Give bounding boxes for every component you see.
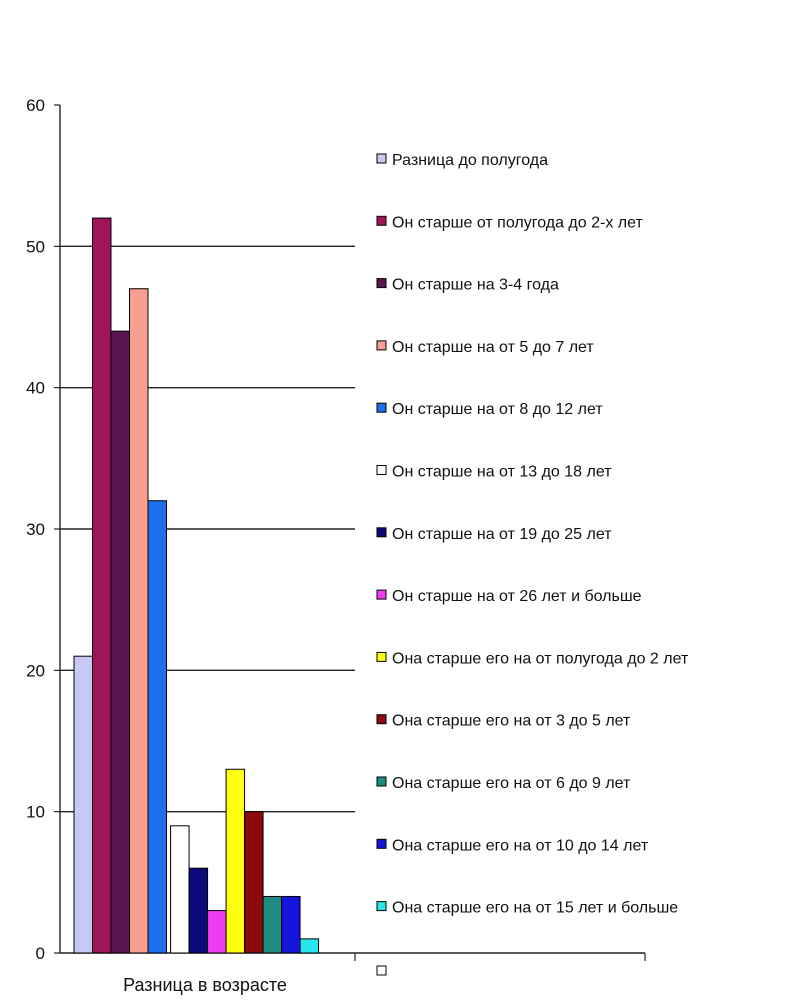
bar-series-12 xyxy=(281,895,301,954)
legend-swatch-9 xyxy=(376,651,387,662)
legend-swatch-1 xyxy=(376,153,387,164)
bar-series-4 xyxy=(129,288,149,954)
bar-series-13 xyxy=(299,938,320,954)
legend-label-4: Он старше на от 5 до 7 лет xyxy=(392,339,594,356)
legend-label-8: Он старше на от 26 лет и больше xyxy=(392,588,642,605)
bar-series-2 xyxy=(92,217,112,954)
y-tick-label-10: 10 xyxy=(26,803,45,822)
y-axis-ticks: 0 10 20 30 40 50 60 xyxy=(26,96,60,963)
legend-swatch-10 xyxy=(376,714,387,725)
legend-swatch-13 xyxy=(376,901,387,912)
legend-label-6: Он старше на от 13 до 18 лет xyxy=(392,464,612,481)
legend-label-11: Она старше его на от 6 до 9 лет xyxy=(392,775,631,792)
legend-label-12: Она старше его на от 10 до 14 лет xyxy=(392,837,649,854)
bar-series-11 xyxy=(262,895,283,954)
x-axis-labels: Разница в возрасте xyxy=(123,975,287,995)
legend-label-10: Она старше его на от 3 до 5 лет xyxy=(392,713,631,730)
y-tick-label-60: 60 xyxy=(26,96,45,115)
bar-series-10 xyxy=(244,811,264,954)
legend-swatch-11 xyxy=(376,776,387,787)
legend-swatch-7 xyxy=(376,527,387,538)
y-tick-label-30: 30 xyxy=(26,520,45,539)
bar-series-8 xyxy=(207,910,227,954)
legend-swatch-4 xyxy=(376,340,387,351)
bar-series-6 xyxy=(170,825,190,954)
legend-swatch-12 xyxy=(376,838,387,849)
legend-swatch-empty xyxy=(376,965,387,976)
x-category-label: Разница в возрасте xyxy=(123,975,287,995)
bar-series-1 xyxy=(73,655,93,954)
legend-swatch-2 xyxy=(376,215,387,226)
legend-label-7: Он старше на от 19 до 25 лет xyxy=(392,526,612,543)
legend-label-1: Разница до полугода xyxy=(392,152,548,169)
y-tick-label-20: 20 xyxy=(26,661,45,680)
bars xyxy=(73,217,320,954)
bar-series-7 xyxy=(188,867,209,954)
legend-label-9: Она старше его на от полугода до 2 лет xyxy=(392,650,689,667)
bar-series-9 xyxy=(225,768,246,954)
y-tick-label-0: 0 xyxy=(36,944,45,963)
legend-swatch-5 xyxy=(376,402,387,413)
legend-label-3: Он старше на 3-4 года xyxy=(392,277,559,294)
y-tick-label-40: 40 xyxy=(26,379,45,398)
legend-label-5: Он старше на от 8 до 12 лет xyxy=(392,401,603,418)
legend-label-13: Она старше его на от 15 лет и больше xyxy=(392,900,678,917)
bar-series-3 xyxy=(110,330,130,954)
legend-swatch-6 xyxy=(376,465,387,475)
legend-swatch-8 xyxy=(376,589,387,600)
legend-swatch-3 xyxy=(376,278,387,289)
bar-series-5 xyxy=(147,500,167,954)
y-tick-label-50: 50 xyxy=(26,237,45,256)
legend-label-2: Он старше от полугода до 2-х лет xyxy=(392,214,643,231)
legend: Разница до полугода Он старше от полугода… xyxy=(376,152,689,976)
